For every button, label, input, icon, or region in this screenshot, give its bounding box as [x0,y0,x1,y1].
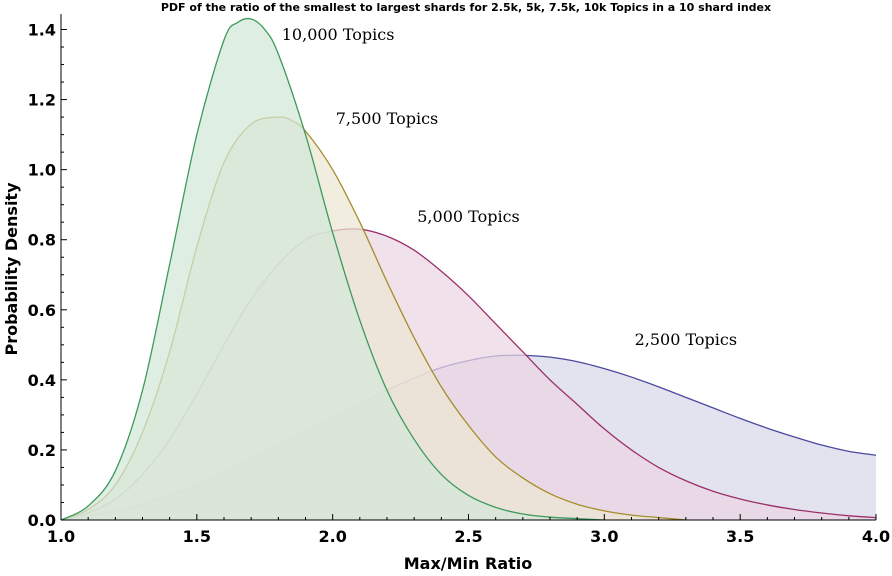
y-tick-label: 1.0 [28,161,56,180]
series-label-2: 7,500 Topics [336,109,438,128]
x-tick-label: 4.0 [862,527,890,546]
y-tick-label: 1.2 [28,91,56,110]
series-area-3 [61,18,605,520]
y-tick-label: 0.2 [28,441,56,460]
y-tick-label: 0.8 [28,231,56,250]
x-tick-label: 3.0 [590,527,618,546]
x-axis-label: Max/Min Ratio [404,554,533,573]
series-areas [60,17,877,521]
x-tick-label: 3.5 [726,527,754,546]
series-label-3: 10,000 Topics [282,25,395,44]
x-tick-label: 1.0 [47,527,75,546]
y-tick-label: 1.4 [28,21,56,40]
series-label-1: 5,000 Topics [417,207,519,226]
y-tick-label: 0.0 [28,511,56,530]
y-tick-label: 0.4 [28,371,56,390]
series-label-0: 2,500 Topics [635,330,737,349]
y-tick-label: 0.6 [28,301,56,320]
chart-title: PDF of the ratio of the smallest to larg… [161,1,771,14]
series-line-3 [60,17,605,521]
x-tick-label: 2.5 [454,527,482,546]
y-axis-label: Probability Density [2,182,21,356]
x-tick-label: 2.0 [318,527,346,546]
x-tick-label: 1.5 [183,527,211,546]
series-labels: 2,500 Topics 5,000 Topics 7,500 Topics 10,0… [282,25,737,349]
axes: 1.0 1.5 2.0 2.5 3.0 3.5 4.0 0.0 0.2 0.4 0.6 0.8 1.0 1… [28,14,890,546]
